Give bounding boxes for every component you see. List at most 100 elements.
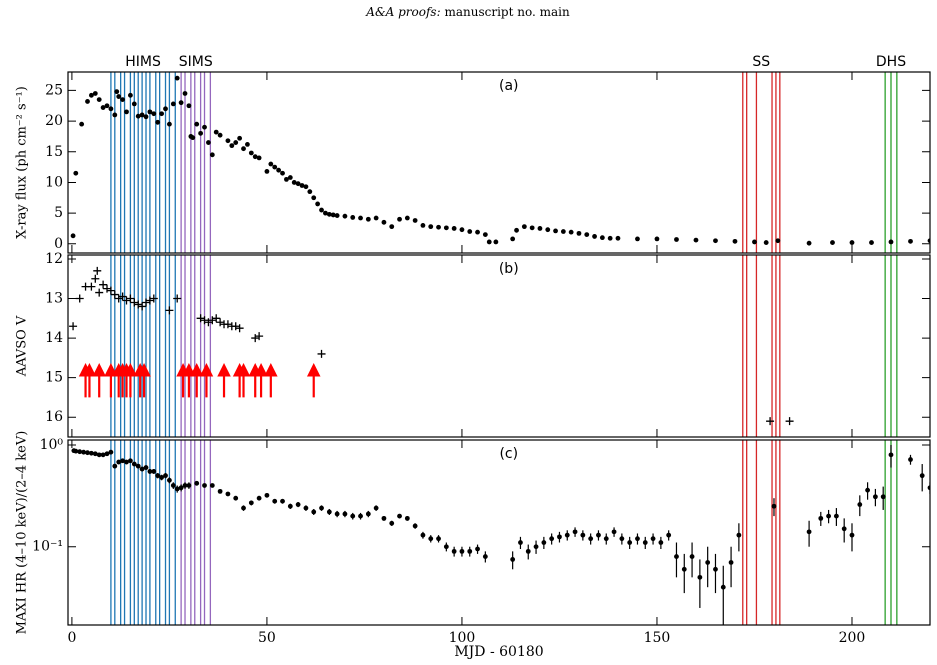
- point: [713, 238, 718, 244]
- point: [849, 532, 855, 538]
- point: [888, 239, 894, 245]
- point: [412, 218, 418, 223]
- plot-area: [69, 255, 898, 437]
- point: [510, 236, 516, 242]
- point: [880, 494, 886, 500]
- point: [75, 294, 84, 303]
- point: [412, 523, 418, 529]
- point: [163, 106, 168, 112]
- point: [81, 449, 87, 455]
- point: [134, 300, 143, 309]
- point: [291, 180, 297, 185]
- point: [216, 318, 225, 327]
- point: [159, 475, 165, 480]
- point: [190, 135, 196, 141]
- point: [568, 229, 574, 235]
- point: [428, 536, 434, 542]
- point: [518, 540, 523, 545]
- point: [174, 75, 180, 81]
- point: [603, 536, 609, 542]
- point: [149, 294, 158, 303]
- point: [674, 554, 679, 559]
- point: [229, 143, 235, 149]
- y-tick-label: 12: [45, 251, 63, 267]
- point: [165, 306, 174, 315]
- point: [73, 170, 79, 176]
- point: [120, 97, 126, 103]
- frame: [67, 439, 931, 626]
- point: [131, 461, 137, 467]
- point: [342, 511, 348, 517]
- point: [493, 239, 499, 245]
- point: [599, 235, 605, 241]
- point: [264, 492, 270, 498]
- y-tick-label: 25: [45, 82, 63, 98]
- point: [208, 316, 217, 325]
- point: [233, 140, 239, 145]
- point: [182, 483, 188, 488]
- point: [116, 459, 122, 465]
- point: [514, 227, 519, 233]
- point: [241, 505, 246, 511]
- point: [865, 487, 870, 493]
- upper-limit: [254, 362, 268, 398]
- point: [186, 103, 192, 109]
- upper-limit: [137, 362, 151, 398]
- point: [91, 274, 100, 283]
- point: [255, 332, 264, 341]
- point: [697, 574, 703, 580]
- point: [124, 459, 129, 465]
- point: [89, 450, 94, 456]
- point: [182, 91, 188, 96]
- point: [295, 502, 301, 507]
- point: [110, 290, 119, 299]
- point: [436, 536, 441, 542]
- point: [233, 495, 239, 501]
- point: [159, 111, 165, 117]
- point: [92, 91, 98, 96]
- point: [763, 240, 769, 245]
- upper-limit: [123, 362, 138, 398]
- y-tick-label: 10: [45, 174, 63, 190]
- upper-limit: [264, 362, 278, 398]
- point: [209, 483, 215, 488]
- point: [475, 546, 480, 552]
- panel-label: (b): [499, 261, 519, 277]
- point: [95, 288, 104, 297]
- point: [186, 483, 192, 488]
- point: [334, 511, 340, 517]
- point: [143, 114, 149, 120]
- point: [128, 92, 133, 98]
- point: [572, 529, 578, 535]
- point: [350, 215, 356, 220]
- point: [231, 322, 240, 331]
- point: [106, 286, 115, 295]
- point: [252, 154, 258, 160]
- x-tick-label: 50: [258, 630, 276, 646]
- point: [588, 536, 594, 542]
- point: [170, 483, 176, 488]
- point: [120, 458, 126, 464]
- point: [545, 227, 551, 233]
- point: [785, 417, 794, 426]
- y-axis-label: X-ray flux (ph cm⁻² s⁻¹): [15, 86, 30, 239]
- running-header: A&A proofs: manuscript no. main: [365, 5, 570, 19]
- upper-limit: [217, 362, 231, 398]
- point: [174, 486, 180, 492]
- point: [237, 135, 243, 141]
- point: [389, 224, 395, 230]
- frame: [67, 71, 931, 254]
- state-label: SIMS: [179, 54, 213, 70]
- point: [404, 515, 410, 521]
- point: [888, 452, 894, 458]
- point: [533, 544, 539, 550]
- point: [732, 238, 738, 244]
- point: [126, 294, 135, 303]
- point: [666, 532, 672, 538]
- point: [138, 302, 147, 311]
- point: [151, 469, 157, 474]
- plot-area: [70, 72, 930, 253]
- state-label: DHS: [876, 54, 906, 70]
- point: [560, 229, 566, 234]
- point: [420, 532, 426, 538]
